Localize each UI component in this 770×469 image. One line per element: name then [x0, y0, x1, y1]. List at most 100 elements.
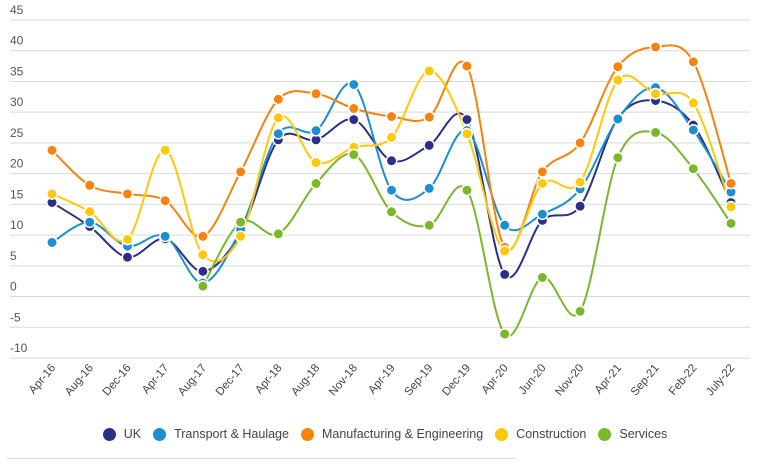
data-point[interactable]: [536, 271, 549, 284]
y-axis-ticks: 45 40 35 30 25 20 15 10 5 0 -5 -10: [10, 3, 28, 355]
data-point[interactable]: [687, 55, 700, 68]
legend-label: Services: [619, 427, 668, 441]
data-point[interactable]: [196, 230, 209, 243]
data-point[interactable]: [725, 200, 737, 213]
data-point[interactable]: [649, 126, 662, 139]
data-point[interactable]: [347, 102, 360, 115]
data-point[interactable]: [498, 245, 511, 258]
y-tick-label: 10: [10, 218, 24, 232]
data-point[interactable]: [121, 251, 134, 264]
legend-swatch: [153, 427, 167, 441]
data-point[interactable]: [385, 110, 398, 123]
data-point[interactable]: [121, 233, 134, 246]
data-point[interactable]: [159, 194, 172, 207]
data-point[interactable]: [460, 60, 473, 73]
data-point[interactable]: [611, 112, 624, 125]
data-point[interactable]: [498, 328, 511, 340]
data-point[interactable]: [46, 236, 58, 249]
data-point[interactable]: [310, 177, 323, 190]
y-tick-label: 40: [10, 34, 24, 48]
data-point[interactable]: [687, 162, 700, 175]
data-point[interactable]: [196, 280, 209, 293]
data-point[interactable]: [310, 124, 323, 137]
data-point[interactable]: [498, 219, 511, 232]
legend-swatch: [300, 427, 314, 441]
data-point[interactable]: [574, 200, 587, 213]
data-point[interactable]: [574, 305, 587, 318]
data-point[interactable]: [649, 87, 662, 100]
data-point[interactable]: [310, 87, 323, 100]
data-point[interactable]: [423, 182, 436, 195]
data-point[interactable]: [310, 156, 323, 169]
x-tick-label: Sep-19: [402, 362, 435, 398]
x-tick-label: Nov-18: [327, 362, 360, 398]
data-point[interactable]: [272, 111, 285, 124]
gridlines: [10, 19, 750, 359]
data-point[interactable]: [687, 97, 700, 109]
y-tick-label: 35: [10, 64, 24, 78]
data-point[interactable]: [234, 216, 247, 229]
legend-swatch: [102, 427, 116, 441]
y-tick-label: 5: [10, 249, 17, 263]
data-point[interactable]: [423, 111, 436, 124]
data-point[interactable]: [347, 148, 360, 161]
data-point[interactable]: [159, 230, 172, 243]
data-point[interactable]: [536, 165, 549, 178]
legend-item[interactable]: Services: [598, 427, 667, 441]
legend-item[interactable]: Construction: [495, 427, 586, 441]
data-point[interactable]: [725, 177, 737, 190]
x-tick-label: Dec-19: [440, 362, 473, 398]
data-point[interactable]: [460, 113, 473, 126]
data-point[interactable]: [121, 187, 134, 200]
data-point[interactable]: [385, 205, 398, 218]
data-point[interactable]: [46, 144, 58, 157]
data-point[interactable]: [574, 176, 587, 189]
data-point[interactable]: [687, 124, 700, 136]
x-tick-label: July-22: [704, 362, 737, 398]
data-point[interactable]: [385, 154, 398, 167]
x-tick-label: Aug-18: [289, 362, 322, 398]
data-point[interactable]: [159, 144, 172, 157]
data-point[interactable]: [423, 139, 436, 152]
data-point[interactable]: [196, 265, 209, 278]
series-line-4: [202, 130, 732, 338]
data-point[interactable]: [649, 41, 662, 53]
data-point[interactable]: [460, 127, 473, 140]
data-point[interactable]: [385, 184, 398, 197]
data-point[interactable]: [83, 179, 96, 192]
y-tick-label: 30: [10, 95, 24, 109]
legend-item[interactable]: UK: [102, 427, 141, 441]
data-point[interactable]: [574, 136, 587, 149]
data-point[interactable]: [272, 127, 285, 140]
data-point[interactable]: [611, 60, 624, 73]
data-point[interactable]: [234, 230, 247, 243]
data-point[interactable]: [272, 227, 285, 240]
data-point[interactable]: [725, 217, 737, 230]
y-tick-label: 20: [10, 157, 24, 171]
divider: [7, 458, 516, 459]
data-point[interactable]: [536, 177, 549, 190]
legend-item[interactable]: Transport & Haulage: [153, 427, 289, 441]
x-tick-label: Aug-16: [63, 362, 96, 398]
data-point[interactable]: [46, 187, 58, 200]
data-point[interactable]: [611, 74, 624, 87]
series-points: [46, 41, 737, 340]
data-point[interactable]: [498, 268, 511, 281]
data-point[interactable]: [536, 208, 549, 221]
data-point[interactable]: [83, 216, 96, 229]
data-point[interactable]: [272, 93, 285, 106]
data-point[interactable]: [347, 78, 360, 91]
data-point[interactable]: [196, 248, 209, 261]
data-point[interactable]: [423, 65, 436, 77]
data-point[interactable]: [611, 151, 624, 164]
x-tick-label: Apr-16: [27, 362, 58, 396]
data-point[interactable]: [234, 165, 247, 178]
data-point[interactable]: [83, 205, 96, 218]
data-point[interactable]: [385, 131, 398, 144]
data-point[interactable]: [423, 219, 436, 232]
legend-item[interactable]: Manufacturing & Engineering: [300, 427, 483, 441]
data-point[interactable]: [460, 184, 473, 197]
data-point[interactable]: [347, 113, 360, 126]
x-tick-label: Apr-17: [140, 362, 171, 396]
